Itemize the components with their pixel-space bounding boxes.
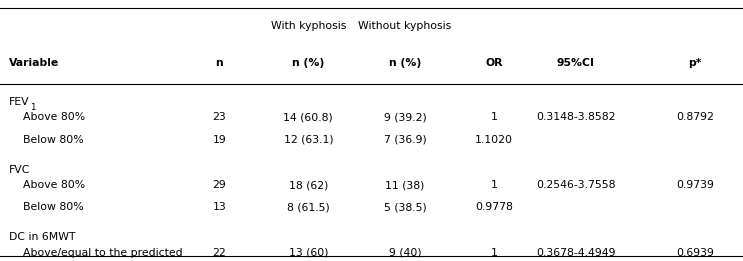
Text: 12 (63.1): 12 (63.1) <box>284 134 333 145</box>
Text: n: n <box>215 58 223 68</box>
Text: 0.9739: 0.9739 <box>676 180 713 190</box>
Text: 0.6939: 0.6939 <box>676 248 713 258</box>
Text: 19: 19 <box>212 134 226 145</box>
Text: 11 (38): 11 (38) <box>386 180 424 190</box>
Text: 13 (60): 13 (60) <box>288 248 328 258</box>
Text: Above 80%: Above 80% <box>9 112 85 122</box>
Text: OR: OR <box>485 58 503 68</box>
Text: 1: 1 <box>30 103 35 112</box>
Text: FEV: FEV <box>9 97 30 107</box>
Text: 5 (38.5): 5 (38.5) <box>383 202 426 212</box>
Text: n (%): n (%) <box>389 58 421 68</box>
Text: p*: p* <box>688 58 701 68</box>
Text: 1: 1 <box>490 112 498 122</box>
Text: 1: 1 <box>490 180 498 190</box>
Text: Below 80%: Below 80% <box>9 202 83 212</box>
Text: Below 80%: Below 80% <box>9 134 83 145</box>
Text: 13: 13 <box>212 202 226 212</box>
Text: 95%CI: 95%CI <box>557 58 595 68</box>
Text: With kyphosis: With kyphosis <box>270 21 346 31</box>
Text: 0.9778: 0.9778 <box>476 202 513 212</box>
Text: 1: 1 <box>490 248 498 258</box>
Text: 0.8792: 0.8792 <box>676 112 713 122</box>
Text: 22: 22 <box>212 248 226 258</box>
Text: 0.3678-4.4949: 0.3678-4.4949 <box>536 248 615 258</box>
Text: 18 (62): 18 (62) <box>289 180 328 190</box>
Text: 23: 23 <box>212 112 226 122</box>
Text: FVC: FVC <box>9 164 30 175</box>
Text: Without kyphosis: Without kyphosis <box>358 21 452 31</box>
Text: Above 80%: Above 80% <box>9 180 85 190</box>
Text: 9 (39.2): 9 (39.2) <box>383 112 426 122</box>
Text: 0.3148-3.8582: 0.3148-3.8582 <box>536 112 615 122</box>
Text: 8 (61.5): 8 (61.5) <box>287 202 330 212</box>
Text: 14 (60.8): 14 (60.8) <box>284 112 333 122</box>
Text: 0.2546-3.7558: 0.2546-3.7558 <box>536 180 615 190</box>
Text: 7 (36.9): 7 (36.9) <box>383 134 426 145</box>
Text: Variable: Variable <box>9 58 59 68</box>
Text: DC in 6MWT: DC in 6MWT <box>9 232 76 242</box>
Text: n (%): n (%) <box>292 58 325 68</box>
Text: 29: 29 <box>212 180 226 190</box>
Text: Above/equal to the predicted: Above/equal to the predicted <box>9 248 183 258</box>
Text: 9 (40): 9 (40) <box>389 248 421 258</box>
Text: 1.1020: 1.1020 <box>475 134 513 145</box>
